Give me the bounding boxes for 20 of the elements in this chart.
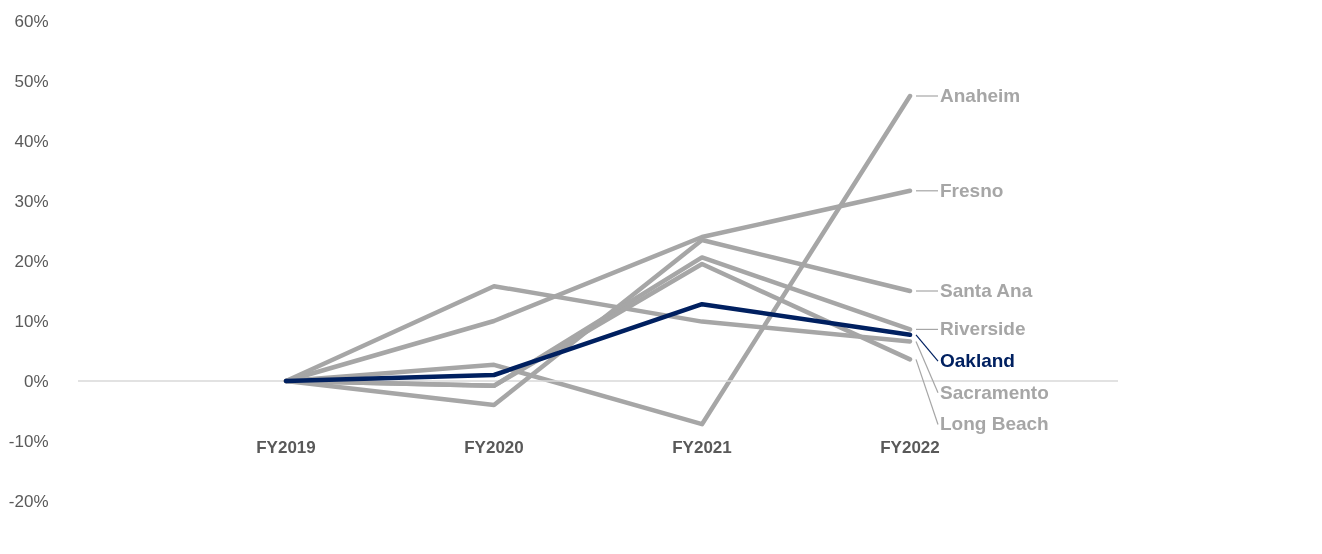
y-tick-label: -20% — [8, 491, 49, 511]
y-tick-label: 60% — [14, 11, 49, 31]
x-tick-label: FY2021 — [672, 437, 732, 457]
legend-label: Riverside — [940, 318, 1026, 340]
y-tick-label: 10% — [14, 311, 49, 331]
y-tick-label: 40% — [14, 131, 49, 151]
legend-label: Anaheim — [940, 85, 1021, 106]
x-tick-label: FY2022 — [880, 437, 940, 457]
y-tick-label: 50% — [14, 71, 49, 91]
legend-label: Fresno — [940, 179, 1004, 201]
y-tick-label: -10% — [8, 431, 49, 451]
y-tick-label: 20% — [14, 251, 49, 271]
y-tick-label: 30% — [14, 191, 49, 211]
text: Sacramento — [940, 381, 1049, 403]
legend-label: Oakland — [940, 350, 1015, 372]
x-tick-label: FY2020 — [464, 437, 524, 457]
y-tick-label: 0% — [23, 371, 49, 391]
text: Long Beach — [940, 413, 1049, 435]
legend-label: Santa Ana — [940, 280, 1033, 301]
x-tick-label: FY2019 — [256, 437, 316, 457]
